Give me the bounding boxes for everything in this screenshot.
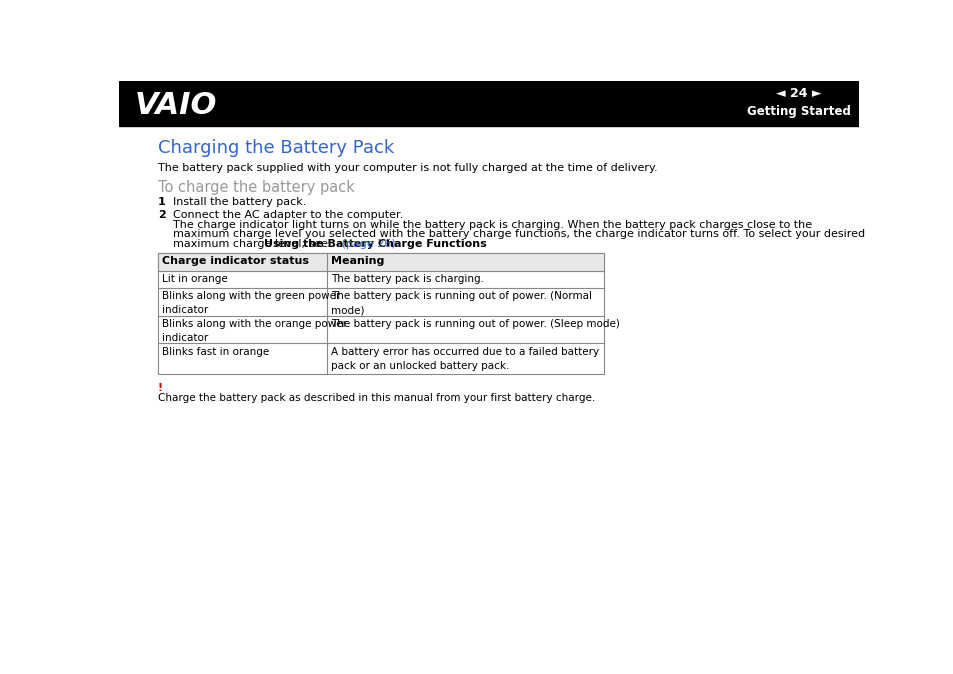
Text: maximum charge level you selected with the battery charge functions, the charge : maximum charge level you selected with t… bbox=[173, 229, 864, 239]
Text: Getting Started: Getting Started bbox=[746, 105, 850, 118]
Text: Blinks fast in orange: Blinks fast in orange bbox=[162, 346, 269, 357]
Text: Charge indicator status: Charge indicator status bbox=[162, 255, 309, 266]
Text: The battery pack supplied with your computer is not fully charged at the time of: The battery pack supplied with your comp… bbox=[158, 163, 657, 173]
Text: Install the battery pack.: Install the battery pack. bbox=[173, 197, 307, 207]
Text: To charge the battery pack: To charge the battery pack bbox=[158, 180, 355, 195]
Text: ◄ 24 ►: ◄ 24 ► bbox=[776, 88, 821, 100]
Text: The battery pack is running out of power. (Normal
mode): The battery pack is running out of power… bbox=[331, 291, 591, 315]
Text: Connect the AC adapter to the computer.: Connect the AC adapter to the computer. bbox=[173, 210, 403, 220]
Bar bbox=[158, 253, 603, 271]
Text: Using the Battery Charge Functions: Using the Battery Charge Functions bbox=[264, 239, 486, 249]
Text: Charge the battery pack as described in this manual from your first battery char: Charge the battery pack as described in … bbox=[158, 393, 595, 403]
Text: maximum charge level, see: maximum charge level, see bbox=[173, 239, 332, 249]
Text: VAIO: VAIO bbox=[134, 91, 217, 120]
Text: Meaning: Meaning bbox=[331, 255, 384, 266]
Text: (page 26).: (page 26). bbox=[337, 239, 398, 249]
Text: The battery pack is charging.: The battery pack is charging. bbox=[331, 274, 483, 284]
Text: !: ! bbox=[158, 384, 163, 394]
Text: 1: 1 bbox=[158, 197, 166, 207]
Text: The battery pack is running out of power. (Sleep mode): The battery pack is running out of power… bbox=[331, 319, 619, 329]
Text: A battery error has occurred due to a failed battery
pack or an unlocked battery: A battery error has occurred due to a fa… bbox=[331, 346, 598, 371]
Bar bbox=[158, 253, 603, 374]
Text: The charge indicator light turns on while the battery pack is charging. When the: The charge indicator light turns on whil… bbox=[173, 220, 812, 231]
Bar bbox=[119, 81, 858, 125]
Text: 2: 2 bbox=[158, 210, 166, 220]
Text: Blinks along with the green power
indicator: Blinks along with the green power indica… bbox=[162, 291, 340, 315]
Text: Blinks along with the orange power
indicator: Blinks along with the orange power indic… bbox=[162, 319, 347, 343]
Text: Charging the Battery Pack: Charging the Battery Pack bbox=[158, 139, 394, 156]
Text: Lit in orange: Lit in orange bbox=[162, 274, 228, 284]
